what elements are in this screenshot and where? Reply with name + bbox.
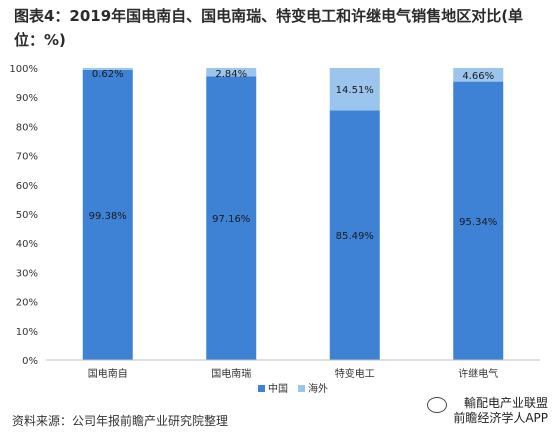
bar-china [206,76,257,361]
y-tick-label: 80% [16,122,38,133]
bar-overseas [453,68,504,82]
x-tick-label: 许继电气 [458,367,498,380]
y-tick-label: 100% [9,64,38,75]
data-label: 99.38% [89,211,127,222]
bar-overseas [82,68,133,70]
data-label: 14.51% [336,85,374,96]
legend: 中国 海外 [258,382,328,395]
legend-swatch [298,385,305,392]
y-tick-label: 50% [16,210,38,221]
legend-label: 海外 [308,382,328,395]
bar-overseas [329,68,380,111]
bar-china [329,110,380,360]
bar-overseas [206,68,257,77]
legend-label: 中国 [268,382,288,395]
data-label: 2.84% [215,69,247,80]
x-tick-label: 国电南瑞 [211,367,251,380]
bar-china [453,81,504,360]
brand-watermark: 輸配电产业联盟 前瞻经济学人APP [427,396,548,426]
y-tick-label: 0% [22,356,38,367]
y-tick-label: 70% [16,152,38,163]
data-label: 4.66% [462,71,494,82]
y-tick-label: 90% [16,93,38,104]
source-note: 资料来源：公司年报前瞻产业研究院整理 [12,414,229,428]
x-tick-label: 特变电工 [335,367,375,380]
bar-china [82,69,133,361]
y-tick-label: 40% [16,239,38,250]
bars: 99.38% 0.62% 97.16% 2.84% 85.49% 14.51% 95.34%… [82,68,504,361]
brand-line-1: 輸配电产业联盟 [463,396,548,410]
data-label: 85.49% [336,231,374,242]
y-axis: 0% 10% 20% 30% 40% 50% 60% 70% 80% 90% 100% [9,64,38,367]
x-axis: 国电南自 国电南瑞 特变电工 许继电气 [46,359,540,380]
brand-line-2: 前瞻经济学人APP [453,411,548,425]
data-label: 0.62% [92,69,124,80]
legend-swatch [258,385,265,392]
y-tick-label: 60% [16,181,38,192]
data-label: 95.34% [459,217,497,228]
y-tick-label: 30% [16,268,38,279]
data-label: 97.16% [212,214,250,225]
y-tick-label: 20% [16,298,38,309]
chart-title: 图表4：2019年国电南自、国电南瑞、特变电工和许继电气销售地区对比(单位：%) [14,7,524,49]
y-tick-label: 10% [16,327,38,338]
wechat-icon [427,397,448,413]
x-tick-label: 国电南自 [88,367,128,380]
